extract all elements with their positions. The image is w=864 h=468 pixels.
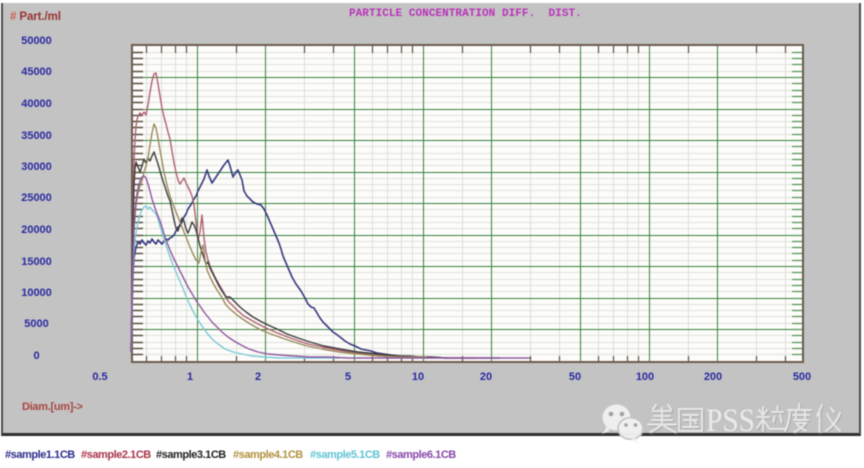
- svg-text:PSS: PSS: [706, 403, 755, 439]
